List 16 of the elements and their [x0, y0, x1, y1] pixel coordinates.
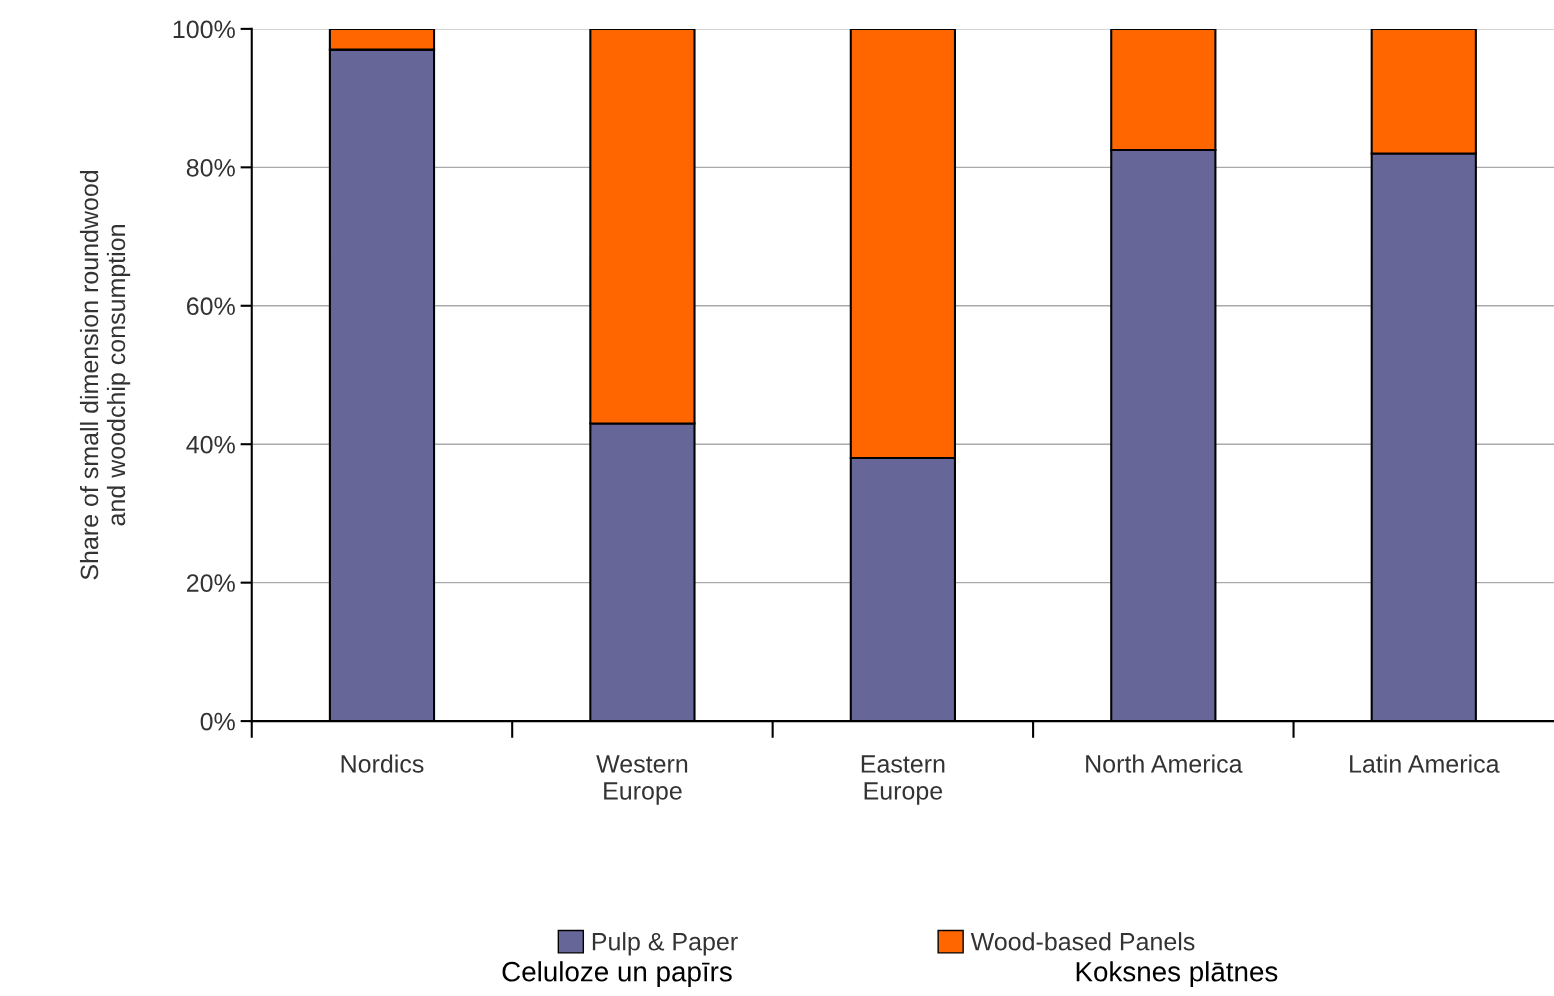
y-tick-label: 100% [173, 20, 235, 39]
y-tick-label: 0% [200, 712, 235, 731]
text: Koksnes plātnes [1076, 961, 1278, 988]
y-tick-label: 40% [186, 435, 235, 454]
y-tick-label: 20% [187, 574, 235, 592]
x-tick-label: Western Europe [596, 755, 688, 805]
y-tick-label: 80% [186, 158, 235, 177]
legend-label: Pulp & Paper [592, 932, 738, 956]
legend-label: Wood-based Panels [970, 932, 1195, 951]
x-tick-label: Eastern Europe [861, 755, 945, 805]
x-tick-label: North America [1086, 754, 1243, 773]
x-tick-label: Nordics [341, 754, 424, 773]
y-tick-label: 60% [187, 297, 235, 316]
text: Celuloze un papīrs [502, 961, 732, 988]
x-tick-label: Latin America [1350, 754, 1500, 773]
y-axis-title: Share of small dimension roundwood and woodchip consumption [79, 170, 131, 580]
